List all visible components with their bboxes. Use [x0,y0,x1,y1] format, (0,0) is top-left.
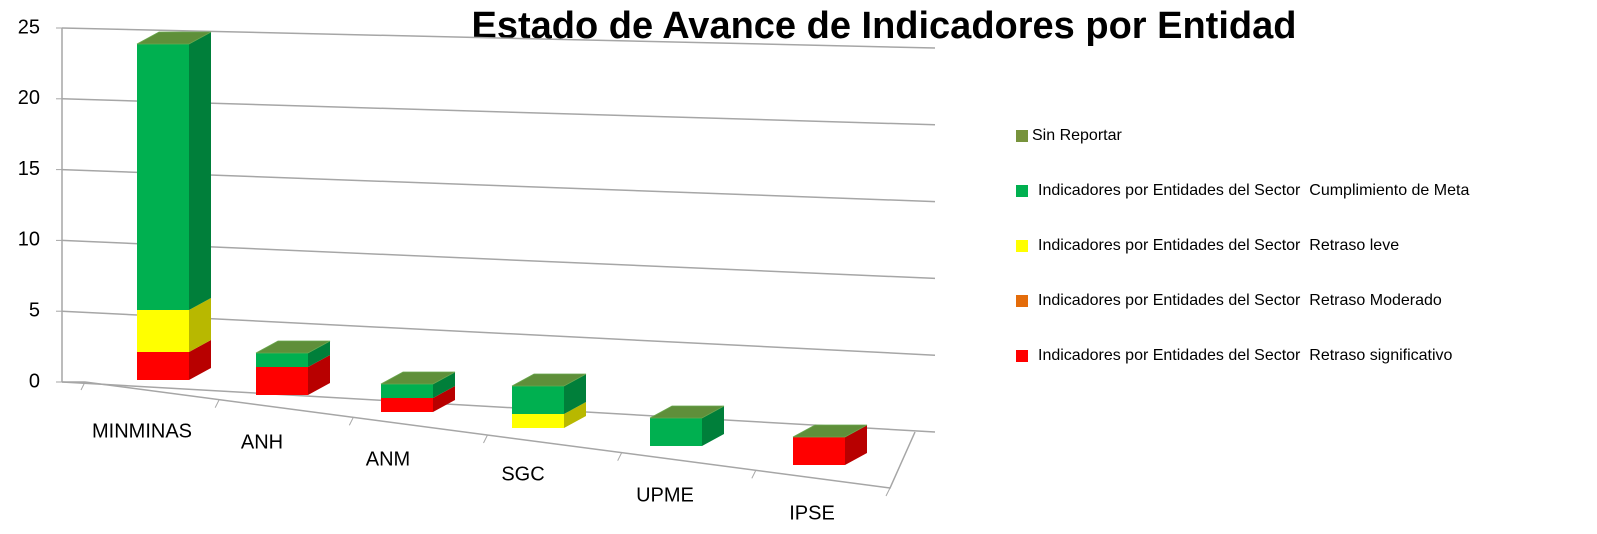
bar [137,352,189,380]
x-tick-label: UPME [636,484,694,506]
bar-side [564,402,586,428]
bar-side [433,386,455,412]
x-tick [885,487,891,497]
y-tick-label: 10 [18,229,40,251]
x-tick [348,417,354,426]
bar [793,437,845,465]
bar [381,384,433,398]
bar [256,367,308,395]
bar [137,310,189,352]
bar [650,418,702,446]
bar-top [792,424,868,438]
bar-top [255,340,331,354]
x-tick [80,381,86,391]
legend-swatch [1016,295,1028,307]
x-tick [214,399,220,408]
legend-swatch [1016,350,1028,362]
legend-label: Indicadores por Entidades del Sector Ret… [1038,237,1399,254]
legend-label: Indicadores por Entidades del Sector Ret… [1038,347,1453,364]
x-tick-label: IPSE [789,502,835,524]
legend-label: Sin Reportar [1032,127,1122,144]
y-tick-label: 25 [18,16,40,38]
bar-side [308,341,330,367]
y-tick-label: 0 [29,370,40,392]
x-tick-label: ANM [366,448,410,470]
grid-line [61,27,936,49]
bar [512,414,564,428]
bar-side [308,355,330,395]
bar-side [433,372,455,398]
legend-swatch [1016,130,1028,142]
bar [256,353,308,367]
bar-side [189,340,211,380]
legend-label: Indicadores por Entidades del Sector Ret… [1038,292,1442,309]
bar-top [136,31,212,45]
legend-swatch [1016,240,1028,252]
x-tick [751,470,757,479]
bar [381,398,433,412]
legend-swatch [1016,185,1028,197]
bar [512,386,564,414]
y-tick-label: 20 [18,87,40,109]
x-tick-label: MINMINAS [92,420,192,442]
bar-top [380,371,456,385]
bar-top [649,405,725,419]
bar [137,44,189,310]
x-tick-label: ANH [241,431,283,453]
grid-line [61,381,936,433]
bar-side [564,374,586,414]
bar-side [845,425,867,465]
x-tick [617,452,623,461]
y-tick-label: 5 [29,299,40,321]
y-tick-label: 15 [18,158,40,180]
bar-side [702,406,724,446]
bar-side [189,298,211,352]
legend-label: Indicadores por Entidades del Sector Cum… [1038,182,1469,199]
x-tick [483,434,488,444]
bar-side [189,32,211,310]
x-tick-label: SGC [501,463,544,485]
bar-top [511,373,587,387]
